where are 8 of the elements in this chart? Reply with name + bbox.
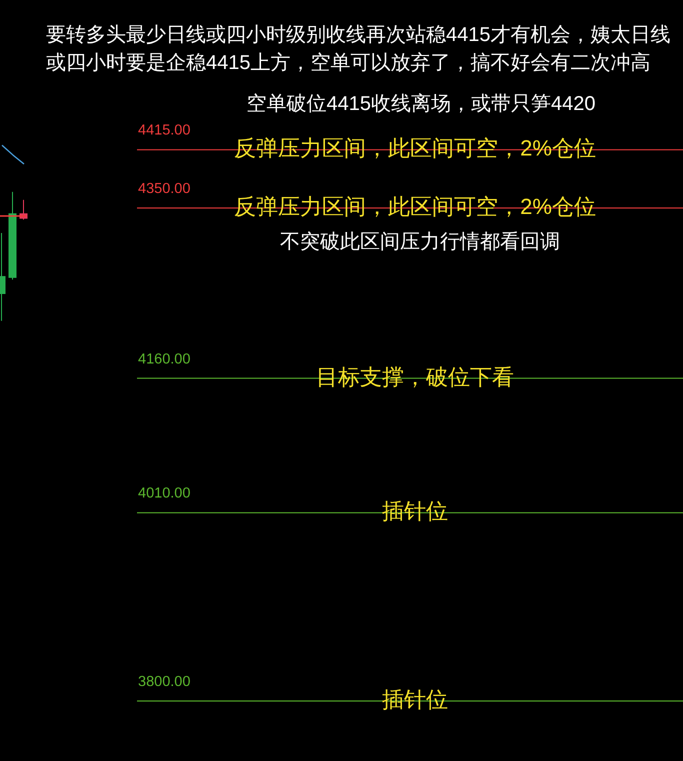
ref-line-label: 4010.00 [138, 486, 190, 502]
ref-line-label: 4350.00 [138, 180, 190, 197]
text: 要转多头最少日线或四小时级别收线再次站稳4415才有机会，姨太日线或四小时要是企稳4415上方，空单可以放弃了，搞不好会有二次冲高 [46, 23, 672, 76]
text: 空单破位4415收线离场，或带只笋4420 [246, 93, 596, 115]
text: 不突破此区间压力行情都看回调 [280, 231, 560, 253]
ref-line-label: 3800.00 [138, 674, 190, 690]
ref-line-label: 4160.00 [138, 351, 190, 368]
ref-line-label: 4415.00 [138, 122, 190, 139]
